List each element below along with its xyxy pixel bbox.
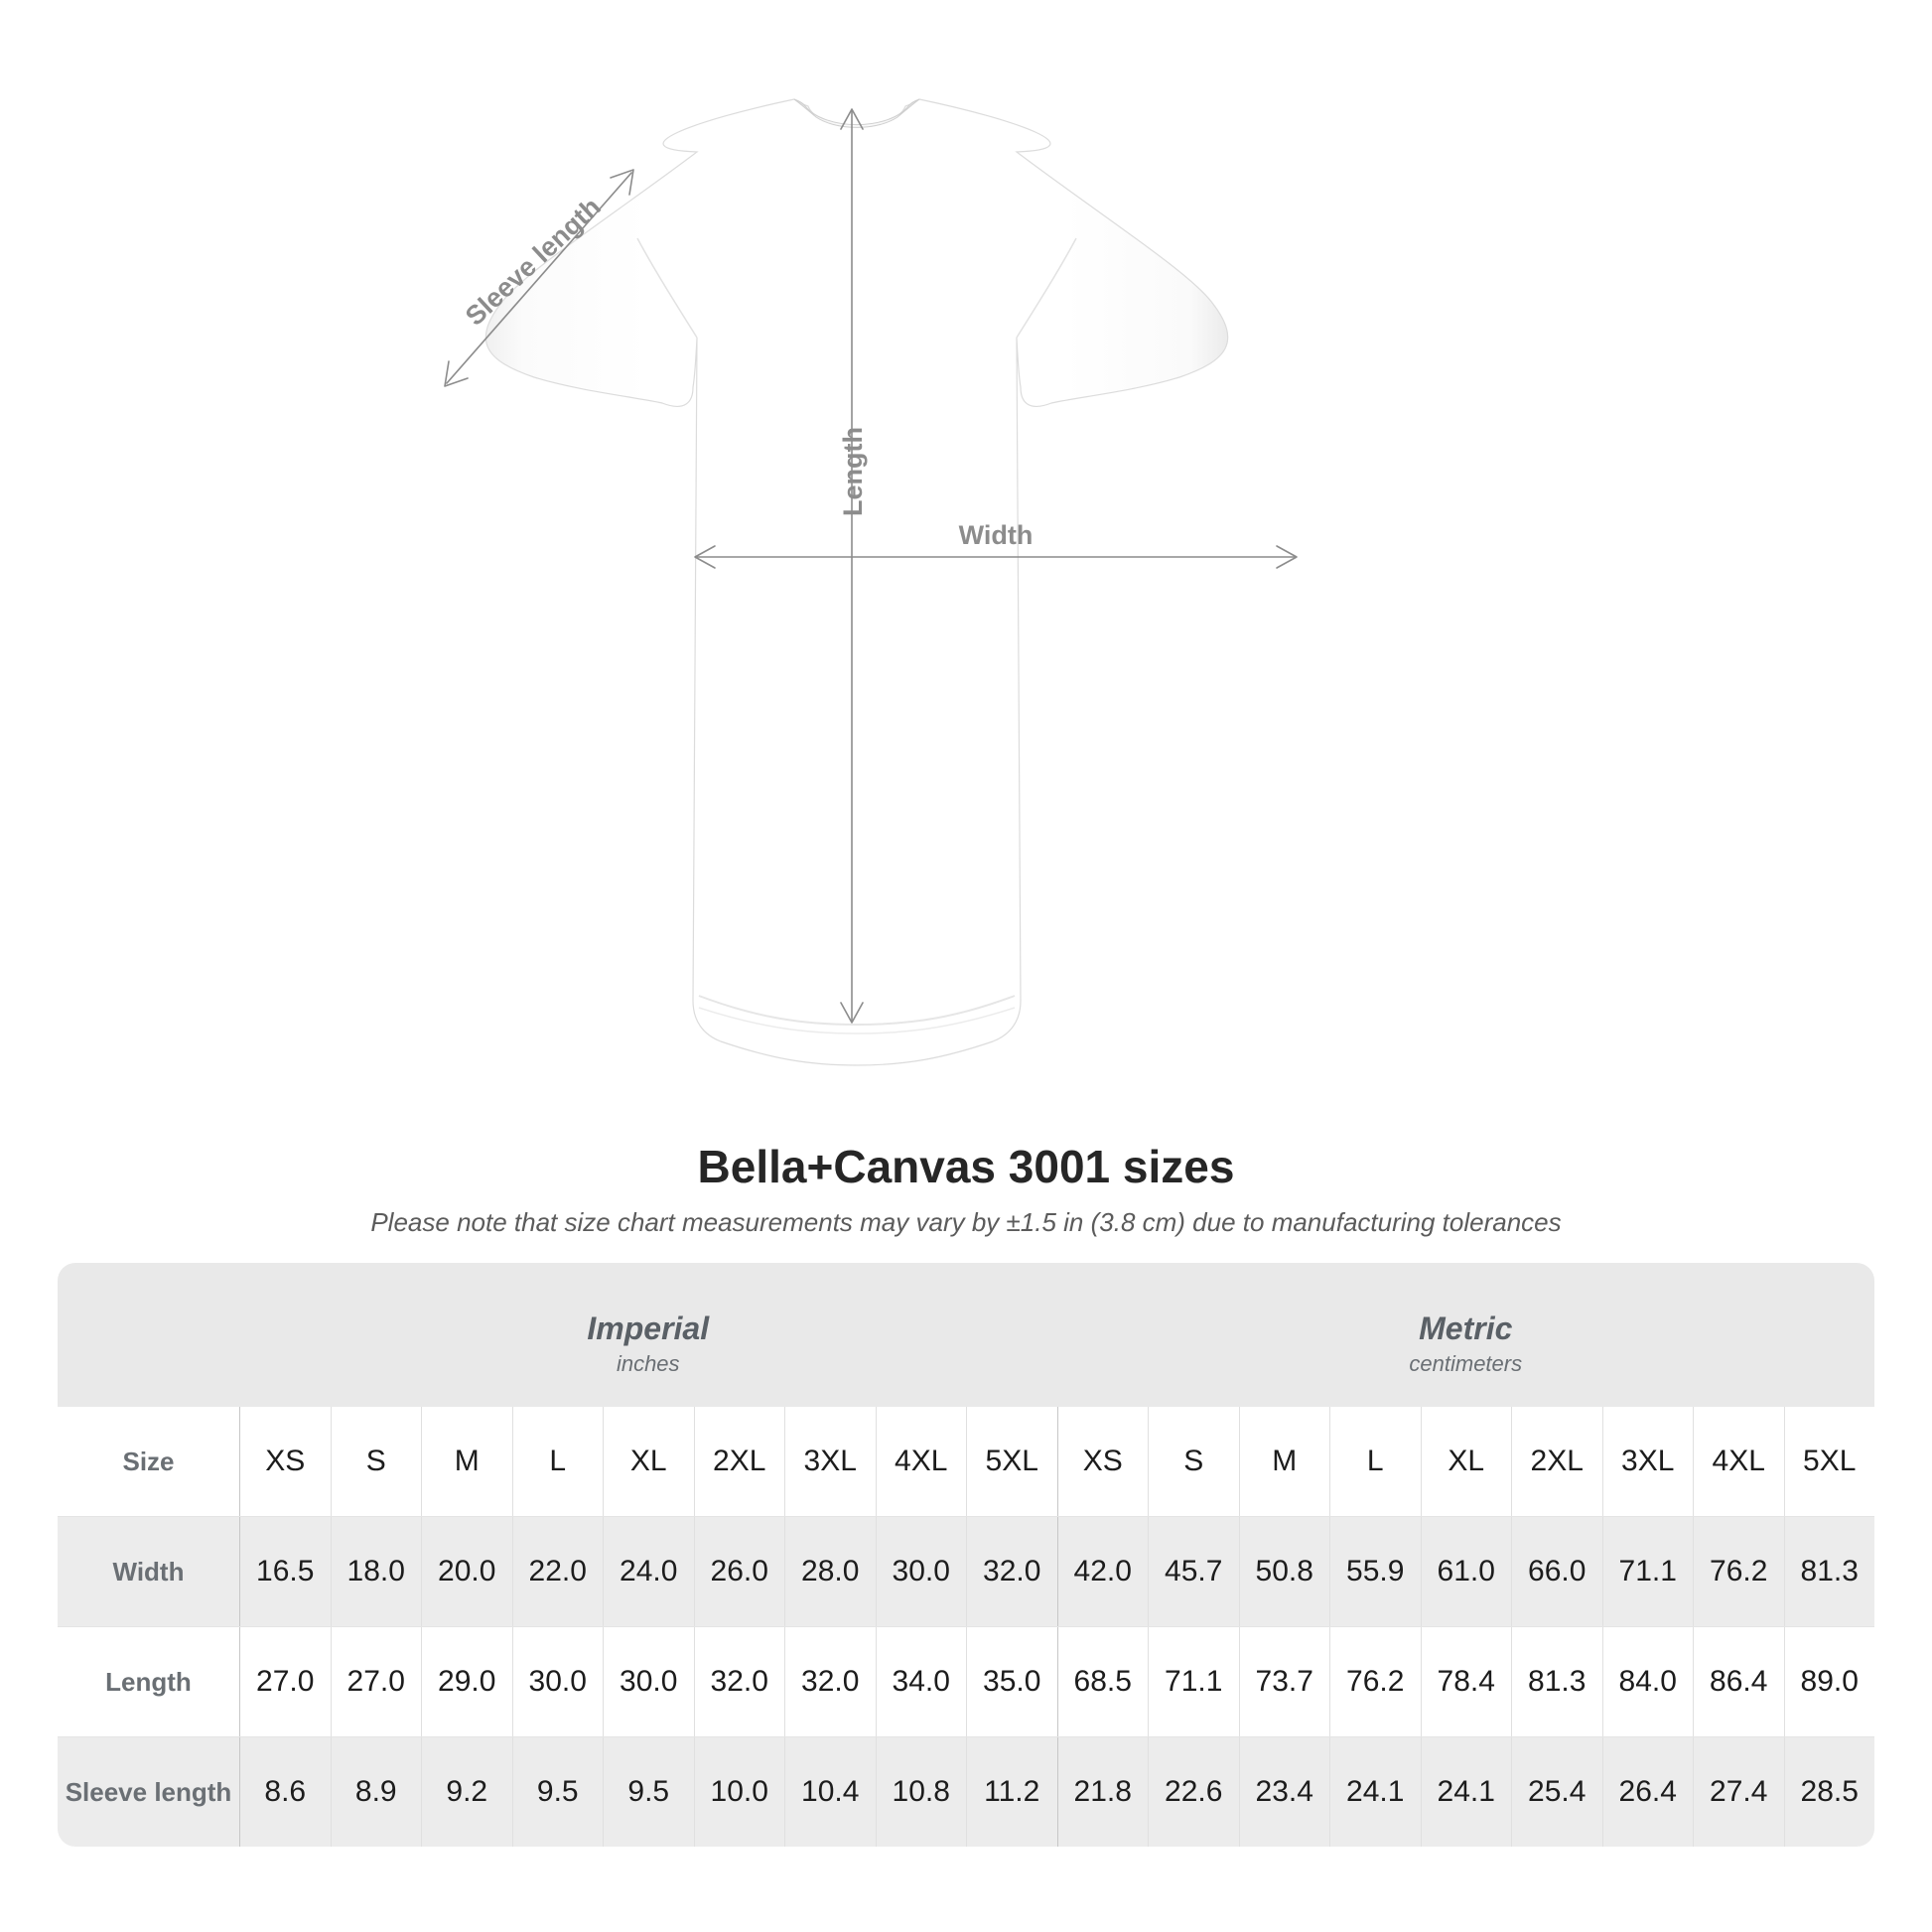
- svg-text:Width: Width: [959, 520, 1034, 550]
- svg-text:Sleeve length: Sleeve length: [460, 192, 607, 332]
- svg-text:Length: Length: [838, 427, 868, 516]
